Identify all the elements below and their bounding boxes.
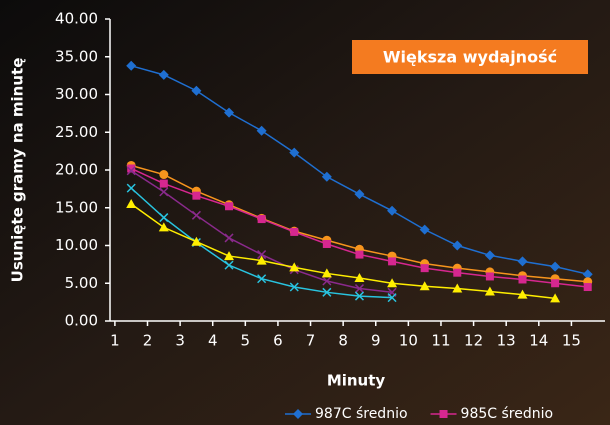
marker xyxy=(224,260,234,270)
marker xyxy=(257,215,266,224)
marker xyxy=(321,171,332,182)
x-tick-label: 15 xyxy=(562,332,581,350)
x-tick-label: 13 xyxy=(497,332,516,350)
marker xyxy=(419,224,430,235)
x-tick-label: 5 xyxy=(241,332,251,350)
marker xyxy=(517,256,528,267)
x-tick-label: 2 xyxy=(143,332,153,350)
marker xyxy=(484,286,495,296)
marker xyxy=(420,264,429,273)
legend-label: 987C średnio xyxy=(315,406,408,422)
x-tick-label: 3 xyxy=(175,332,185,350)
marker xyxy=(452,240,463,251)
marker xyxy=(192,191,201,200)
marker xyxy=(354,291,364,301)
x-tick-label: 12 xyxy=(464,332,483,350)
y-tick-label: 0.00 xyxy=(65,312,98,330)
y-tick-label: 35.00 xyxy=(55,47,98,65)
marker xyxy=(126,183,136,193)
annotation: Większa wydajność xyxy=(383,48,557,67)
marker xyxy=(453,268,462,277)
marker xyxy=(321,268,332,278)
marker xyxy=(387,205,398,216)
marker xyxy=(484,250,495,261)
x-tick-label: 6 xyxy=(273,332,283,350)
legend-label: 985C średnio xyxy=(461,406,554,422)
marker xyxy=(355,250,364,259)
marker xyxy=(256,125,267,136)
marker xyxy=(452,283,463,293)
marker xyxy=(583,283,592,292)
marker xyxy=(256,255,267,265)
y-tick-label: 25.00 xyxy=(55,123,98,141)
x-axis-label: Minuty xyxy=(327,372,386,390)
marker xyxy=(257,250,267,260)
x-tick-label: 10 xyxy=(399,332,418,350)
marker xyxy=(290,227,299,236)
marker xyxy=(322,239,331,248)
marker xyxy=(225,202,234,211)
marker xyxy=(191,236,202,246)
marker xyxy=(582,269,593,280)
x-tick-label: 7 xyxy=(306,332,316,350)
marker xyxy=(224,251,235,261)
marker xyxy=(387,278,398,288)
x-tick-label: 4 xyxy=(208,332,218,350)
marker xyxy=(289,262,300,272)
marker xyxy=(551,279,560,288)
marker xyxy=(158,222,169,232)
x-tick-label: 1 xyxy=(110,332,120,350)
annotation-box xyxy=(352,40,588,74)
series-line xyxy=(130,203,556,300)
x-tick-label: 14 xyxy=(529,332,548,350)
marker xyxy=(257,274,267,284)
marker xyxy=(289,147,300,158)
marker xyxy=(354,284,364,294)
marker xyxy=(159,170,169,180)
marker xyxy=(127,164,136,173)
marker xyxy=(354,189,365,200)
marker xyxy=(159,187,169,197)
marker xyxy=(126,60,137,71)
marker xyxy=(322,287,332,297)
marker xyxy=(159,179,168,188)
marker xyxy=(387,293,397,303)
y-tick-label: 30.00 xyxy=(55,85,98,103)
marker xyxy=(126,166,136,176)
legend-marker xyxy=(293,409,303,419)
marker xyxy=(158,69,169,80)
marker xyxy=(159,213,169,223)
marker xyxy=(322,276,332,286)
marker xyxy=(224,233,234,243)
x-tick-label: 9 xyxy=(371,332,381,350)
marker xyxy=(191,85,202,96)
marker xyxy=(126,198,137,208)
marker xyxy=(550,261,561,272)
marker xyxy=(485,272,494,281)
marker xyxy=(191,210,201,220)
marker xyxy=(550,293,561,303)
x-tick-label: 8 xyxy=(338,332,348,350)
y-tick-label: 5.00 xyxy=(65,274,98,292)
x-tick-label: 11 xyxy=(431,332,450,350)
marker xyxy=(419,281,430,291)
legend-marker xyxy=(439,410,448,418)
marker xyxy=(517,289,528,299)
y-tick-label: 10.00 xyxy=(55,236,98,254)
marker xyxy=(354,272,365,282)
y-tick-label: 20.00 xyxy=(55,161,98,179)
y-axis-label: Usunięte gramy na minutę xyxy=(9,58,27,283)
marker xyxy=(388,257,397,266)
marker xyxy=(518,275,527,284)
marker xyxy=(224,107,235,118)
y-tick-label: 40.00 xyxy=(55,10,98,28)
marker xyxy=(289,282,299,292)
y-tick-label: 15.00 xyxy=(55,198,98,216)
